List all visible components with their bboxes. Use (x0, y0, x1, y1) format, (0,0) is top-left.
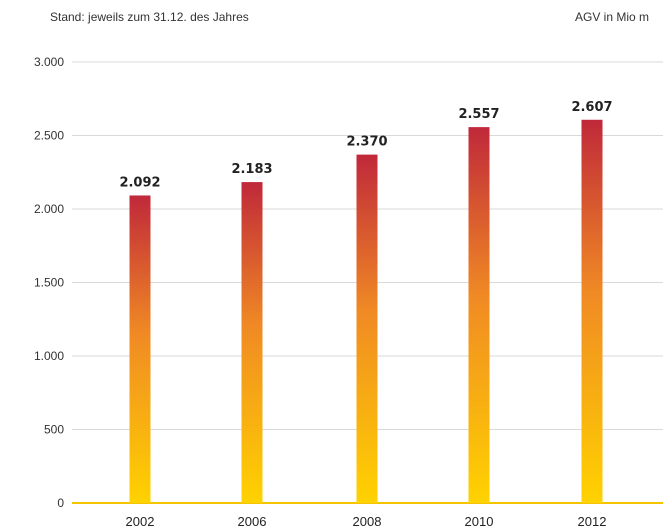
bar-2002 (129, 195, 151, 503)
bar-2010 (468, 127, 490, 503)
bar-2008 (356, 154, 378, 504)
x-tick-label-2012: 2012 (578, 514, 607, 529)
bar-2006 (241, 182, 263, 503)
x-tick-label-2010: 2010 (465, 514, 494, 529)
y-tick-label: 500 (44, 423, 64, 437)
bars (129, 119, 603, 504)
value-label-2010: 2.557 (458, 107, 499, 122)
y-tick-label: 2.500 (34, 129, 64, 143)
value-label-2012: 2.607 (571, 100, 612, 115)
y-tick-label: 2.000 (34, 202, 64, 216)
value-label-2006: 2.183 (231, 162, 272, 177)
x-tick-label-2002: 2002 (126, 514, 155, 529)
y-tick-label: 1.000 (34, 349, 64, 363)
value-label-2002: 2.092 (119, 175, 160, 190)
chart-note: Stand: jeweils zum 31.12. des Jahres (50, 10, 249, 24)
x-tick-label-2006: 2006 (238, 514, 267, 529)
value-label-2008: 2.370 (346, 135, 387, 150)
y-tick-label: 1.500 (34, 276, 64, 290)
y-tick-label: 3.000 (34, 55, 64, 69)
x-tick-label-2008: 2008 (353, 514, 382, 529)
unit-label: AGV in Mio m (575, 10, 650, 24)
value-labels: 2.092 2.183 2.370 2.557 2.607 (119, 100, 612, 191)
x-axis: 2002 2006 2008 2010 2012 (126, 514, 607, 529)
y-axis: 0 500 1.000 1.500 2.000 2.500 3.000 (34, 55, 64, 510)
bar-2012 (581, 119, 603, 504)
y-tick-label: 0 (57, 496, 64, 510)
